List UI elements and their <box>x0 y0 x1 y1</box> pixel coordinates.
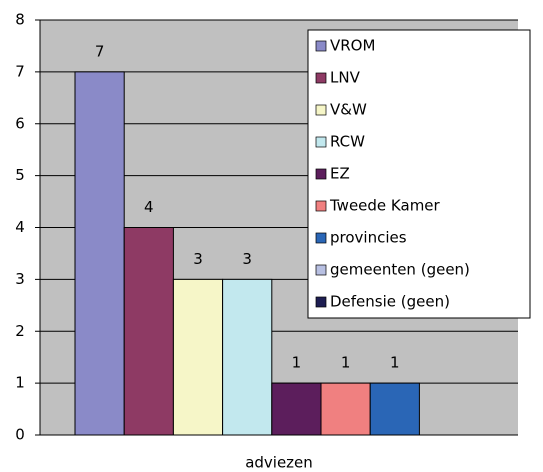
bar <box>369 382 420 436</box>
legend-swatch <box>315 72 327 84</box>
bar <box>271 382 322 436</box>
y-tick-label: 2 <box>15 322 25 340</box>
y-tick-label: 6 <box>15 114 25 132</box>
legend-label: gemeenten (geen) <box>330 261 470 279</box>
legend-label: EZ <box>330 165 350 183</box>
legend-swatch <box>315 264 327 276</box>
y-tick-label: 8 <box>15 11 25 29</box>
y-tick-label: 1 <box>15 374 25 392</box>
data-label: 7 <box>95 42 105 60</box>
y-tick-label: 3 <box>15 270 25 288</box>
legend-label: V&W <box>330 101 367 119</box>
legend-swatch <box>315 136 327 148</box>
data-label: 1 <box>341 354 351 372</box>
data-label: 1 <box>390 354 400 372</box>
x-tick-label: adviezen <box>245 454 313 472</box>
legend-label: VROM <box>330 37 375 55</box>
y-tick-label: 5 <box>15 166 25 184</box>
bar <box>74 71 125 436</box>
legend-swatch <box>315 40 327 52</box>
legend-swatch <box>315 200 327 212</box>
legend-box <box>307 29 531 319</box>
legend-swatch <box>315 104 327 116</box>
bar <box>320 382 371 436</box>
bar <box>222 278 273 436</box>
legend-swatch <box>315 232 327 244</box>
y-tick-label: 4 <box>15 218 25 236</box>
legend-label: LNV <box>330 69 361 87</box>
bar <box>172 278 224 436</box>
data-label: 1 <box>292 354 302 372</box>
data-label: 4 <box>144 198 154 216</box>
legend-label: provincies <box>330 229 407 247</box>
legend-swatch <box>315 296 327 308</box>
data-label: 3 <box>193 250 203 268</box>
bar <box>123 227 174 436</box>
data-label: 3 <box>242 250 252 268</box>
y-tick-label: 7 <box>15 62 25 80</box>
legend-swatch <box>315 168 327 180</box>
legend-label: Defensie (geen) <box>330 293 450 311</box>
legend-label: Tweede Kamer <box>329 197 441 215</box>
y-tick-label: 0 <box>15 426 25 444</box>
legend-label: RCW <box>330 133 365 151</box>
